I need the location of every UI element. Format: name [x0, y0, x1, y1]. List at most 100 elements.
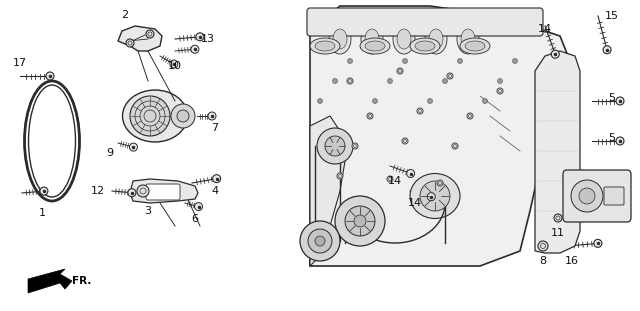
Polygon shape: [310, 116, 345, 266]
Text: FR.: FR.: [72, 276, 92, 286]
Circle shape: [483, 99, 488, 104]
Circle shape: [325, 136, 345, 156]
Ellipse shape: [457, 24, 479, 54]
Ellipse shape: [461, 29, 475, 49]
Circle shape: [300, 221, 340, 261]
Circle shape: [348, 58, 353, 63]
Circle shape: [497, 88, 503, 94]
Circle shape: [126, 39, 134, 47]
Ellipse shape: [310, 38, 340, 54]
Text: 8: 8: [540, 256, 547, 266]
Circle shape: [513, 58, 518, 63]
Circle shape: [403, 58, 408, 63]
Circle shape: [420, 181, 450, 211]
Circle shape: [603, 46, 611, 54]
Circle shape: [616, 97, 624, 105]
Circle shape: [497, 78, 502, 83]
Circle shape: [406, 169, 415, 178]
Circle shape: [437, 180, 443, 186]
Circle shape: [402, 138, 408, 144]
Text: 11: 11: [551, 228, 565, 238]
Circle shape: [594, 239, 602, 247]
Circle shape: [347, 78, 353, 84]
Circle shape: [442, 78, 447, 83]
Circle shape: [128, 189, 136, 197]
Text: 14: 14: [538, 24, 552, 34]
Circle shape: [354, 215, 366, 227]
Circle shape: [467, 113, 473, 119]
Circle shape: [177, 110, 189, 122]
Circle shape: [317, 99, 323, 104]
Circle shape: [367, 113, 373, 119]
Circle shape: [335, 196, 385, 246]
FancyBboxPatch shape: [604, 187, 624, 205]
Circle shape: [447, 73, 453, 79]
Circle shape: [137, 185, 149, 197]
Ellipse shape: [425, 24, 447, 54]
Circle shape: [352, 143, 358, 149]
Circle shape: [345, 206, 375, 236]
Polygon shape: [310, 6, 570, 266]
Text: 4: 4: [211, 186, 219, 196]
Circle shape: [571, 180, 603, 212]
Circle shape: [196, 33, 204, 41]
Polygon shape: [118, 26, 162, 51]
Circle shape: [387, 78, 392, 83]
Ellipse shape: [361, 24, 383, 54]
Ellipse shape: [315, 41, 335, 51]
Text: 3: 3: [145, 206, 152, 216]
Ellipse shape: [415, 41, 435, 51]
Text: 16: 16: [565, 256, 579, 266]
Text: 10: 10: [168, 61, 182, 71]
Circle shape: [417, 108, 423, 114]
FancyBboxPatch shape: [307, 8, 543, 36]
Circle shape: [195, 203, 202, 211]
Ellipse shape: [429, 29, 443, 49]
Text: 13: 13: [201, 34, 215, 44]
Text: 12: 12: [91, 186, 105, 196]
Text: 14: 14: [388, 176, 402, 186]
Circle shape: [212, 175, 221, 183]
Circle shape: [129, 143, 138, 151]
Text: 9: 9: [106, 148, 113, 158]
Circle shape: [191, 45, 199, 53]
Ellipse shape: [333, 29, 347, 49]
Circle shape: [208, 112, 216, 120]
Ellipse shape: [460, 38, 490, 54]
Ellipse shape: [365, 29, 379, 49]
Polygon shape: [130, 179, 198, 203]
Ellipse shape: [410, 38, 440, 54]
Text: 5: 5: [609, 133, 616, 143]
Circle shape: [171, 104, 195, 128]
Text: 5: 5: [609, 93, 616, 103]
Circle shape: [333, 78, 337, 83]
Circle shape: [428, 99, 433, 104]
Circle shape: [538, 241, 548, 251]
Circle shape: [387, 176, 393, 182]
FancyBboxPatch shape: [563, 170, 631, 222]
Ellipse shape: [465, 41, 485, 51]
Ellipse shape: [122, 90, 188, 142]
Text: 2: 2: [122, 10, 129, 20]
Circle shape: [397, 68, 403, 74]
Text: 14: 14: [408, 198, 422, 208]
Circle shape: [554, 214, 562, 222]
Circle shape: [551, 50, 559, 58]
Ellipse shape: [410, 174, 460, 219]
Circle shape: [579, 188, 595, 204]
Text: 6: 6: [191, 214, 198, 224]
Circle shape: [130, 96, 170, 136]
Circle shape: [315, 236, 325, 246]
Ellipse shape: [393, 24, 415, 54]
Polygon shape: [535, 51, 580, 253]
Circle shape: [317, 128, 353, 164]
Circle shape: [308, 229, 332, 253]
Text: 17: 17: [13, 58, 27, 68]
Ellipse shape: [365, 41, 385, 51]
Text: 1: 1: [38, 208, 45, 218]
Ellipse shape: [360, 38, 390, 54]
Ellipse shape: [329, 24, 351, 54]
Circle shape: [372, 99, 378, 104]
Circle shape: [146, 30, 154, 38]
Circle shape: [46, 72, 54, 80]
